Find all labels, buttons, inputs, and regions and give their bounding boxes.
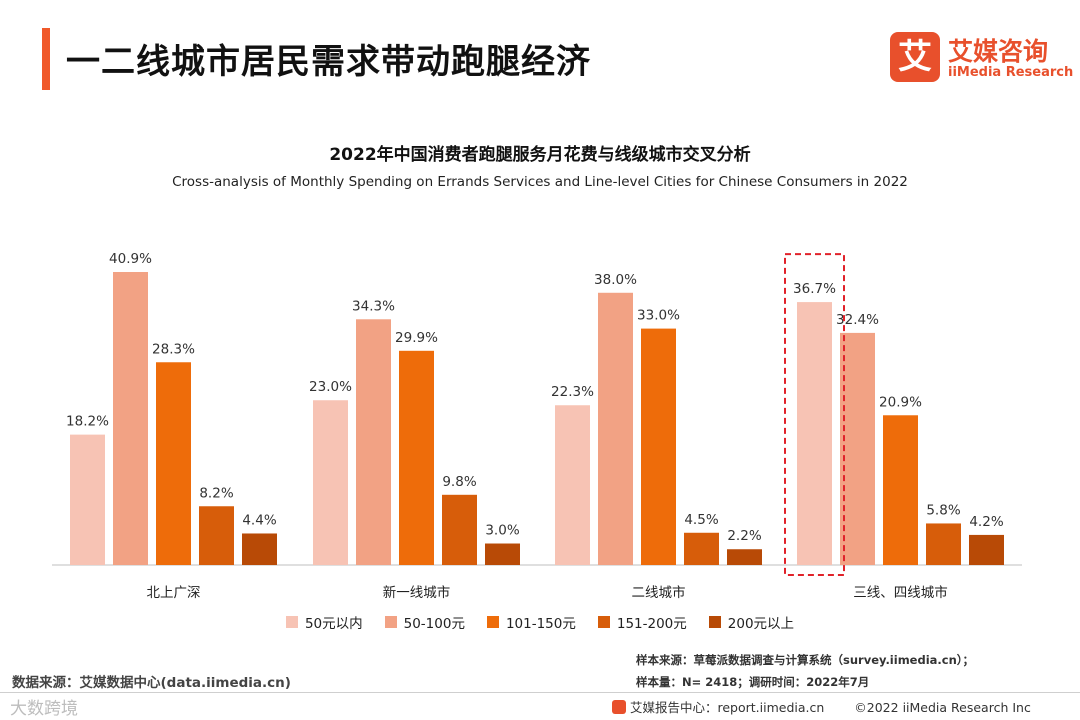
data-label-0-3: 8.2%: [199, 485, 233, 501]
bar-1-4: [485, 543, 520, 565]
data-label-2-1: 38.0%: [594, 272, 637, 288]
bar-0-1: [113, 272, 148, 565]
chart-subtitle: Cross-analysis of Monthly Spending on Er…: [172, 174, 908, 190]
data-label-3-1: 32.4%: [836, 312, 879, 328]
legend-swatch-1: [384, 616, 397, 628]
title-accent-bar: [42, 28, 50, 90]
legend-label-2: 101-150元: [505, 616, 576, 632]
bar-2-1: [598, 292, 633, 565]
legend-label-0: 50元以内: [304, 616, 363, 632]
chart-legend: 50元以内 50-100元 101-150元 151-200元 200元以上: [0, 612, 1080, 632]
logo-chinese-name: 艾媒咨询: [948, 37, 1049, 66]
bar-3-4: [969, 534, 1004, 565]
category-label-3: 三线、四线城市: [853, 584, 948, 601]
category-label-0: 北上广深: [147, 585, 201, 601]
data-label-1-4: 3.0%: [485, 523, 519, 539]
sample-size-note: 样本量：N= 2418；调研时间：2022年7月: [636, 675, 870, 689]
legend-swatch-4: [708, 616, 721, 628]
logo-english-name: iiMedia Research: [948, 65, 1074, 80]
logo-icon: 艾: [890, 32, 940, 82]
legend-swatch-3: [597, 616, 610, 628]
sample-source-note: 样本来源：草莓派数据调查与计算系统（survey.iimedia.cn）；: [636, 653, 975, 667]
bar-0-0: [70, 434, 105, 565]
data-label-0-1: 40.9%: [109, 251, 152, 267]
data-label-1-0: 23.0%: [309, 379, 352, 395]
legend-item-1: 50-100元: [384, 612, 465, 632]
legend-item-4: 200元以上: [708, 612, 795, 632]
page-title: 一二线城市居民需求带动跑腿经济: [66, 42, 591, 82]
bar-3-1: [840, 332, 875, 565]
watermark: 大数跨境: [10, 699, 78, 719]
bar-1-0: [313, 400, 348, 565]
iimedia-logo: 艾 艾媒咨询 iiMedia Research: [886, 32, 1073, 86]
data-label-3-4: 4.2%: [969, 514, 1003, 530]
bar-1-2: [399, 350, 434, 565]
footer-divider: [0, 692, 1080, 693]
legend-label-1: 50-100元: [403, 616, 465, 632]
bar-0-4: [242, 533, 277, 565]
data-source: 数据来源：艾媒数据中心(data.iimedia.cn): [12, 675, 291, 691]
legend-item-2: 101-150元: [486, 612, 576, 632]
chart-title: 2022年中国消费者跑腿服务月花费与线级城市交叉分析: [329, 145, 751, 165]
bar-3-3: [926, 523, 961, 565]
legend-label-3: 151-200元: [616, 616, 687, 632]
data-label-1-1: 34.3%: [352, 298, 395, 314]
data-label-3-3: 5.8%: [926, 502, 960, 518]
bar-2-3: [684, 532, 719, 565]
data-label-2-0: 22.3%: [551, 384, 594, 400]
category-label-1: 新一线城市: [383, 584, 451, 601]
category-label-2: 二线城市: [632, 584, 686, 601]
data-label-0-4: 4.4%: [242, 512, 276, 528]
legend-swatch-2: [486, 616, 499, 628]
data-label-2-2: 33.0%: [637, 308, 680, 324]
bar-3-2: [883, 415, 918, 565]
legend-swatch-0: [285, 616, 298, 628]
data-label-2-4: 2.2%: [727, 528, 761, 544]
legend-item-3: 151-200元: [597, 612, 687, 632]
bar-2-2: [641, 328, 676, 565]
data-label-3-0: 36.7%: [793, 281, 836, 297]
bar-1-3: [442, 494, 477, 565]
legend-label-4: 200元以上: [727, 616, 795, 632]
data-label-3-2: 20.9%: [879, 394, 922, 410]
data-label-2-3: 4.5%: [684, 512, 718, 528]
bar-3-0: [797, 302, 832, 565]
legend-item-0: 50元以内: [285, 612, 363, 632]
report-center-link[interactable]: 艾媒报告中心：report.iimedia.cn: [630, 700, 825, 715]
bar-2-4: [727, 549, 762, 565]
bar-1-1: [356, 319, 391, 565]
report-center-icon: [612, 700, 626, 714]
bar-2-0: [555, 405, 590, 565]
data-label-0-0: 18.2%: [66, 414, 109, 430]
data-label-1-3: 9.8%: [442, 474, 476, 490]
data-label-1-2: 29.9%: [395, 330, 438, 346]
copyright: ©2022 iiMedia Research Inc: [854, 700, 1031, 715]
footer: 艾媒报告中心：report.iimedia.cn ©2022 iiMedia R…: [612, 697, 1031, 716]
data-label-0-2: 28.3%: [152, 341, 195, 357]
bar-0-3: [199, 506, 234, 565]
bar-0-2: [156, 362, 191, 565]
